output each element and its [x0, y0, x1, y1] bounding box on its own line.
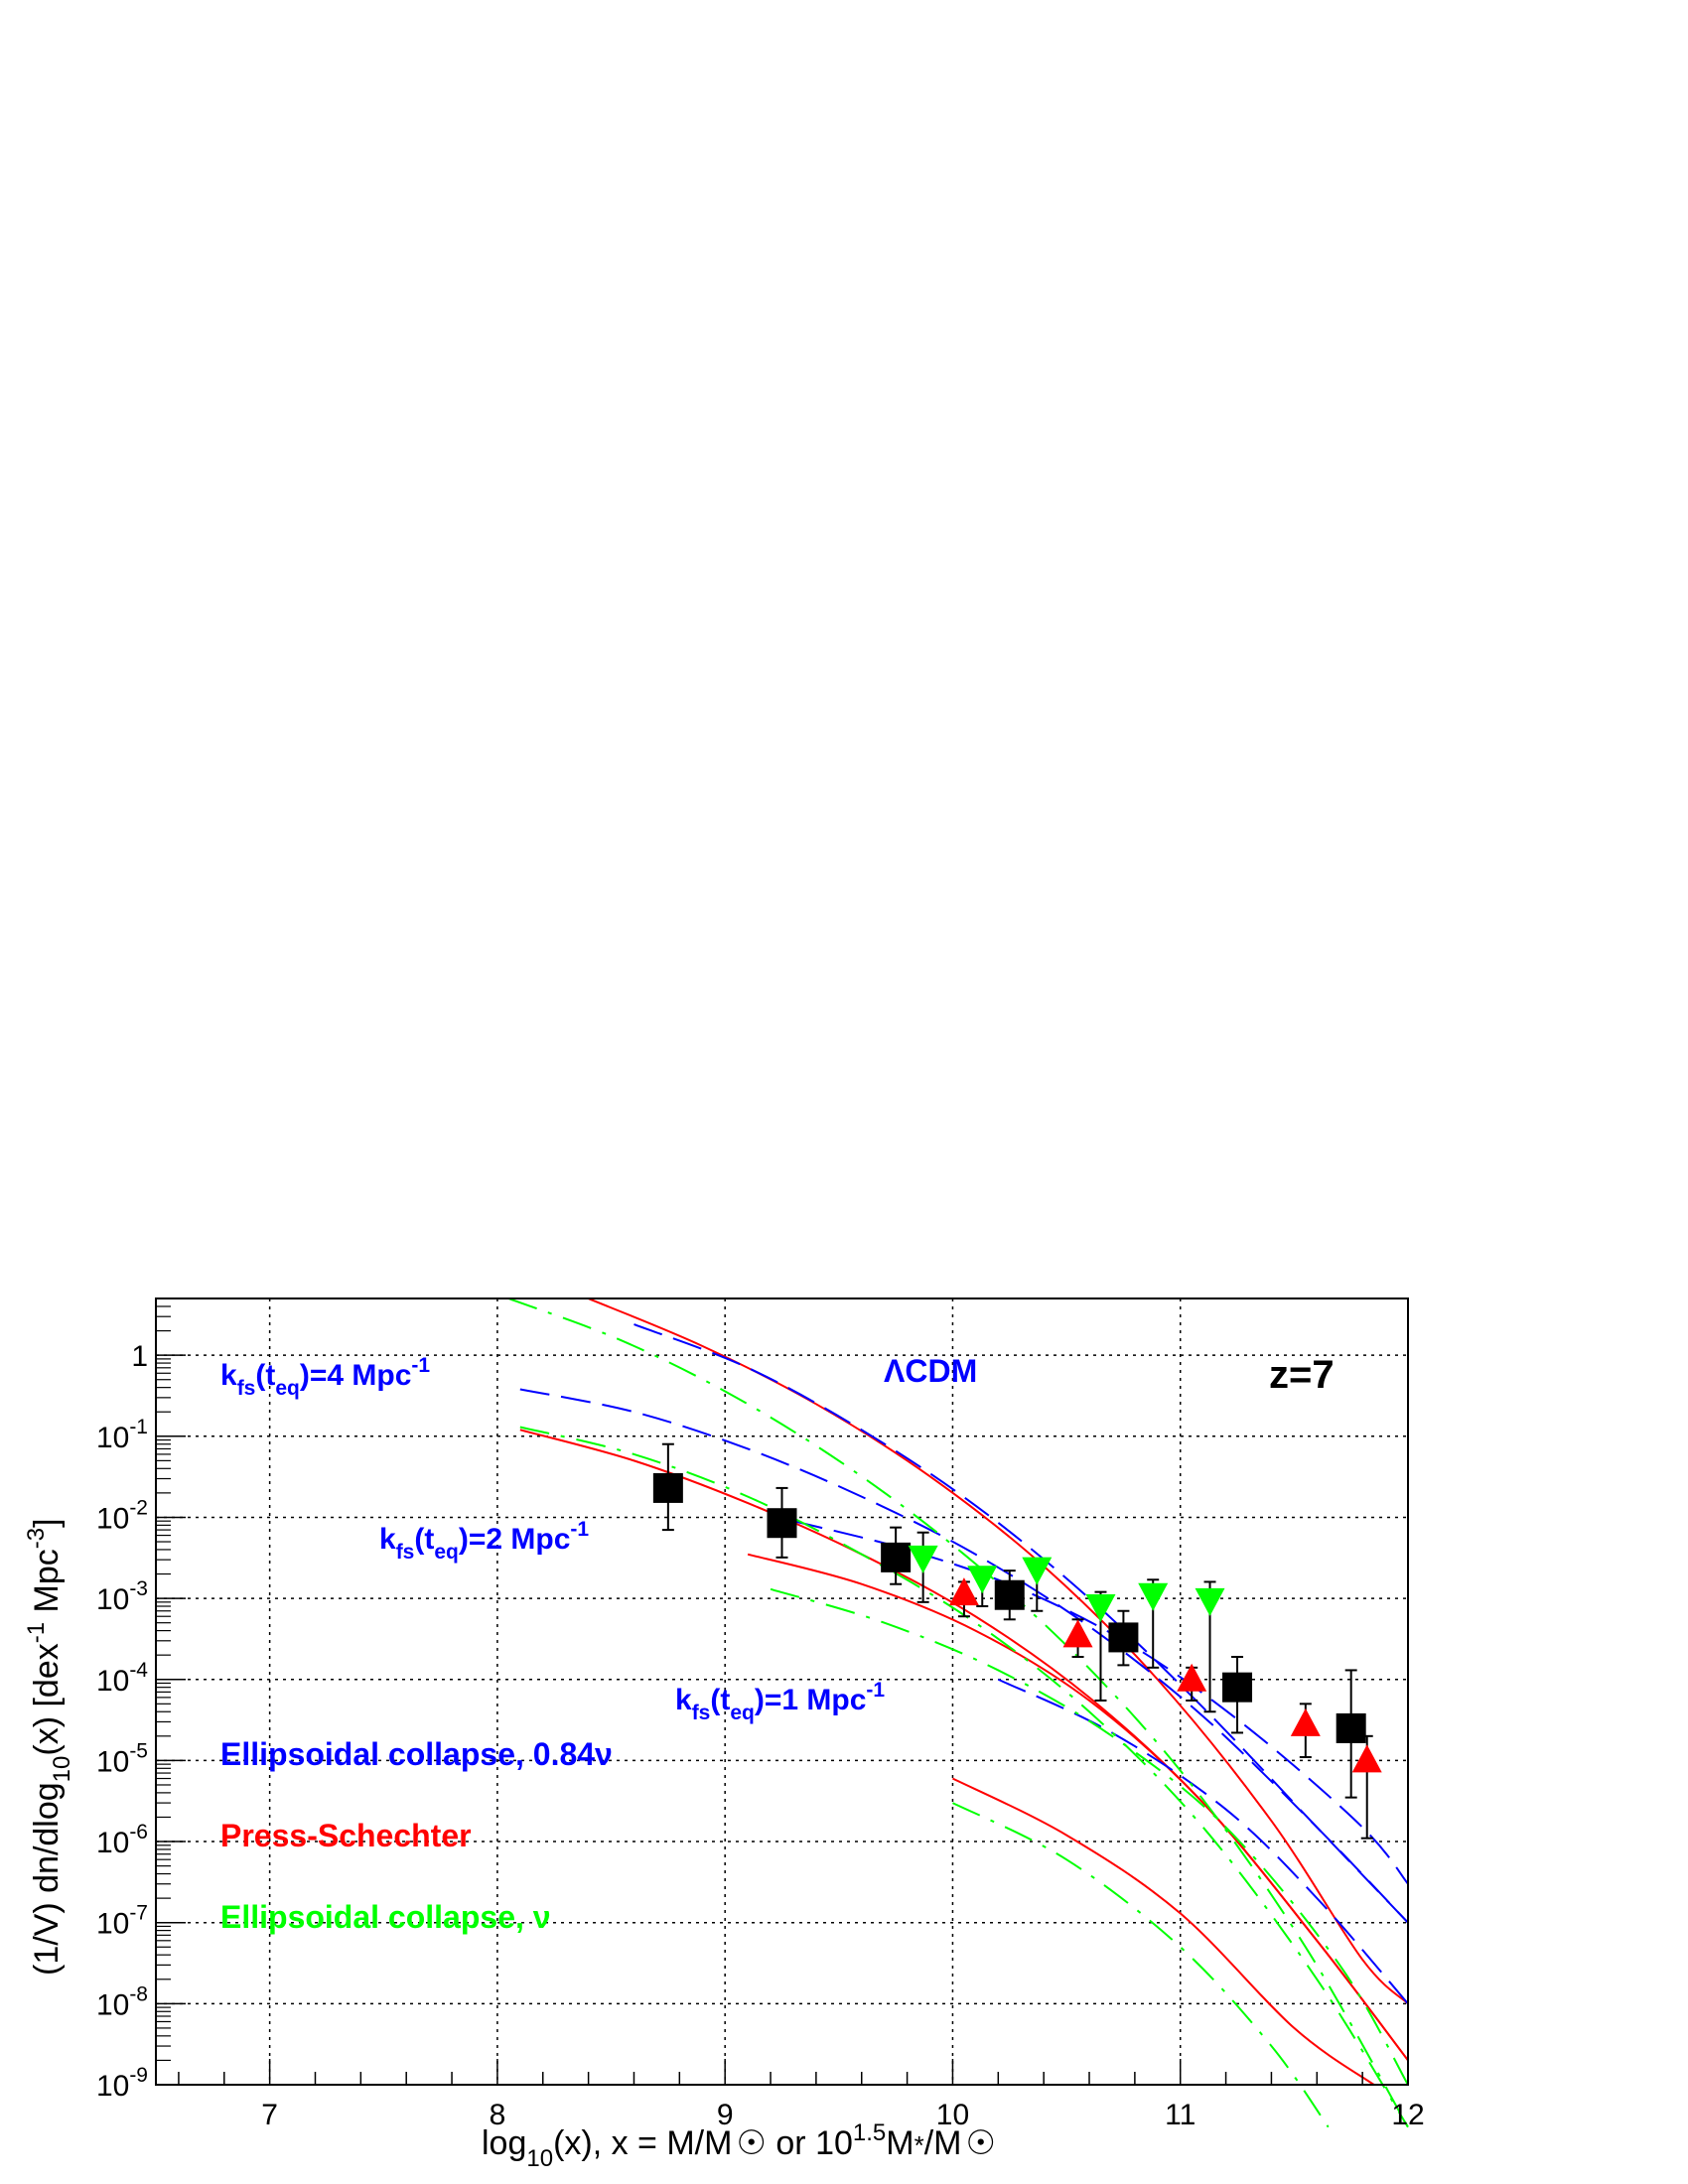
data-point-square [652, 1472, 683, 1503]
data-point-triangle-up [1290, 1707, 1321, 1736]
data-point-triangle-up [1351, 1744, 1382, 1773]
y-tick-label: 10-6 [96, 1821, 148, 1859]
ellipsoidal_084-curve [792, 1520, 1409, 1885]
x-axis-title: log10(x), x = M/M ☉ or 101.5M*/M ☉ [482, 2119, 996, 2172]
y-tick-label: 1 [131, 1340, 148, 1373]
data-point-triangle-down [1085, 1594, 1116, 1623]
x-tick-label: 8 [490, 2099, 506, 2131]
x-tick-label: 10 [936, 2099, 969, 2131]
data-point-square [1336, 1712, 1366, 1743]
data-point-square [767, 1508, 797, 1539]
kfs-2-label: kfs(teq)=2 Mpc-1 [379, 1518, 589, 1564]
legend-ellipsoidal-084: Ellipsoidal collapse, 0.84ν [220, 1736, 613, 1772]
legend-press-schechter: Press-Schechter [220, 1818, 472, 1853]
y-tick-label: 10-4 [96, 1659, 148, 1698]
sun-symbol: ☉ [736, 2124, 766, 2162]
y-tick-label: 10-8 [96, 1982, 148, 2021]
kfs-4-label: kfs(teq)=4 Mpc-1 [220, 1354, 430, 1400]
data-point-triangle-down [908, 1545, 938, 1573]
legend-ellipsoidal-nu: Ellipsoidal collapse, ν [220, 1899, 551, 1935]
y-tick-label: 10-1 [96, 1416, 148, 1454]
x-tick-label: 9 [717, 2099, 734, 2131]
press_schechter-curve [588, 1297, 1409, 2005]
ellipsoidal_084-curve [997, 1678, 1409, 2005]
y-tick-label: 10-9 [96, 2064, 148, 2103]
data-point-square [1222, 1672, 1253, 1703]
data-points [652, 1442, 1382, 1840]
ellipsoidal_nu-curve [952, 1802, 1330, 2128]
ellipsoidal_nu-curve [508, 1297, 1409, 2128]
press_schechter-curve [952, 1777, 1375, 2086]
x-tick-label: 12 [1391, 2099, 1424, 2131]
y-tick-label: 10-5 [96, 1739, 148, 1778]
y-tick-label: 10-2 [96, 1496, 148, 1535]
data-point-triangle-down [967, 1566, 998, 1594]
press_schechter-curve [747, 1553, 1409, 2062]
ellipsoidal_nu-curve [519, 1426, 1409, 2128]
theory-curves [508, 1297, 1409, 2128]
y-tick-label: 10-3 [96, 1577, 148, 1616]
data-point-square [1108, 1622, 1139, 1653]
kfs-1-label: kfs(teq)=1 Mpc-1 [675, 1679, 885, 1724]
ellipsoidal_084-curve [633, 1323, 1409, 1924]
data-point-triangle-up [948, 1577, 979, 1606]
y-tick-label: 10-7 [96, 1902, 148, 1941]
data-point-triangle-down [1138, 1582, 1169, 1611]
ellipsoidal_084-curve [519, 1388, 1409, 1924]
data-point-triangle-down [1195, 1587, 1225, 1616]
press_schechter-curve [519, 1429, 1409, 2062]
x-tick-label: 7 [261, 2099, 278, 2131]
data-point-triangle-up [1062, 1619, 1093, 1648]
ellipsoidal_nu-curve [770, 1587, 1409, 2086]
axis-ticks: 7 8 9 10 11 12 10-9 10-8 10-7 10-6 10-5 10-4 10-3 10-… [96, 1297, 1425, 2131]
lcdm-label: ΛCDM [884, 1353, 977, 1389]
data-point-triangle-down [1022, 1557, 1053, 1585]
redshift-label: z=7 [1269, 1353, 1335, 1397]
data-point-square [994, 1579, 1025, 1610]
data-point-triangle-up [1177, 1663, 1207, 1692]
sun-symbol: ☉ [966, 2124, 996, 2162]
y-axis-title: (1/V) dn/dlog10(x) [dex-1 Mpc-3] [23, 1518, 75, 1976]
data-point-square [881, 1542, 912, 1572]
x-tick-label: 11 [1165, 2099, 1196, 2131]
